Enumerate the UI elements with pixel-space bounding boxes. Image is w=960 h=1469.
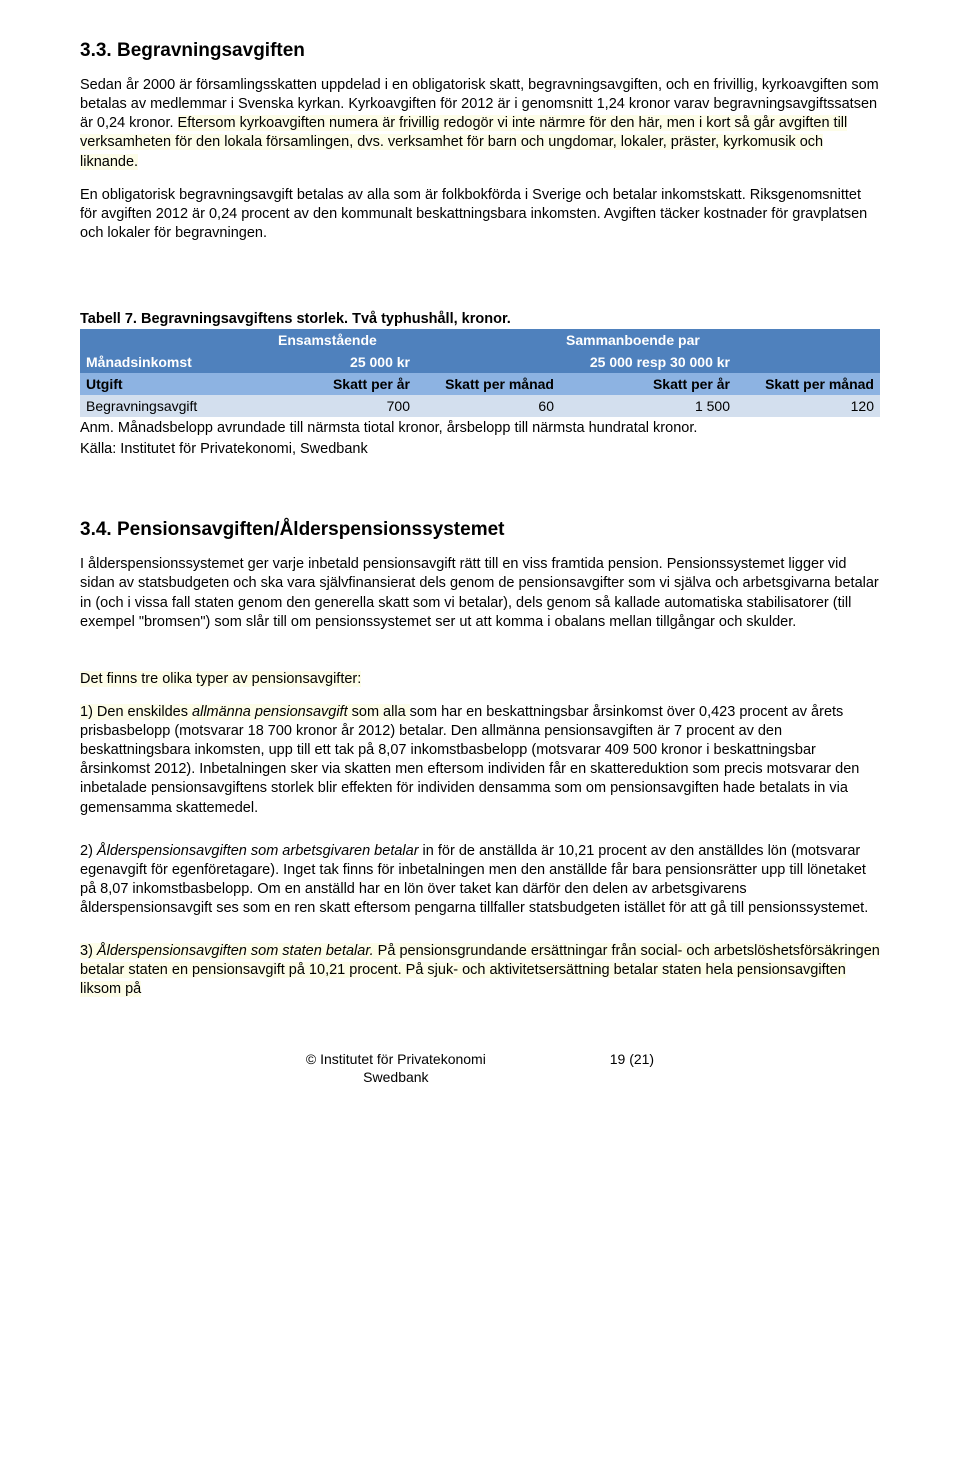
- footer-page-number: 19 (21): [610, 1050, 654, 1068]
- td-skatt-man1: Skatt per månad: [416, 373, 560, 395]
- document-page: 3.3. Begravningsavgiften Sedan år 2000 ä…: [0, 0, 960, 1136]
- td-income-blank2: [736, 351, 880, 373]
- th-sammanboende: Sammanboende par: [560, 329, 736, 351]
- item2-pre: 2): [80, 843, 97, 859]
- page-footer: © Institutet för Privatekonomi Swedbank …: [80, 1050, 880, 1086]
- table7: Ensamstående Sammanboende par Månadsinko…: [80, 329, 880, 417]
- item3-italic: Ålderspensionsavgiften som staten betala…: [97, 943, 374, 959]
- th-ensam: Ensamstående: [272, 329, 416, 351]
- td-income-label: Månadsinkomst: [80, 351, 272, 373]
- item1-post: som har en beskattningsbar årsinkomst öv…: [80, 704, 859, 816]
- td-income-v1: 25 000 kr: [272, 351, 416, 373]
- list-item-3: 3) Ålderspensionsavgiften som staten bet…: [80, 942, 880, 999]
- list-item-2: 2) Ålderspensionsavgiften som arbetsgiva…: [80, 842, 880, 919]
- list-intro: Det finns tre olika typer av pensionsavg…: [80, 671, 361, 687]
- table7-note1: Anm. Månadsbelopp avrundade till närmsta…: [80, 419, 880, 438]
- td-skatt-ar2: Skatt per år: [560, 373, 736, 395]
- td-utgift: Utgift: [80, 373, 272, 395]
- section-34-title: 3.4. Pensionsavgiften/Ålderspensionssyst…: [80, 519, 880, 541]
- table-subheader-row: Utgift Skatt per år Skatt per månad Skat…: [80, 373, 880, 395]
- td-data-v3: 1 500: [560, 395, 736, 417]
- section-33-para2: En obligatorisk begravningsavgift betala…: [80, 186, 880, 243]
- td-data-v1: 700: [272, 395, 416, 417]
- footer-line1: © Institutet för Privatekonomi: [306, 1051, 486, 1067]
- item2-italic: Ålderspensionsavgiften som arbetsgivaren…: [97, 843, 419, 859]
- item1-italic: allmänna pensionsavgift: [192, 704, 348, 720]
- td-income-v2: 25 000 resp 30 000 kr: [560, 351, 736, 373]
- item3-pre: 3): [80, 943, 97, 959]
- td-skatt-man2: Skatt per månad: [736, 373, 880, 395]
- td-skatt-ar1: Skatt per år: [272, 373, 416, 395]
- td-data-v4: 120: [736, 395, 880, 417]
- td-income-blank: [416, 351, 560, 373]
- list-item-1: 1) Den enskildes allmänna pensionsavgift…: [80, 703, 880, 818]
- para1-highlight: Eftersom kyrkoavgiften numera är frivill…: [80, 115, 847, 169]
- section-34-para1: I ålderspensionssystemet ger varje inbet…: [80, 555, 880, 632]
- item1-pre: 1) Den enskildes: [80, 704, 192, 720]
- table-header-row: Ensamstående Sammanboende par: [80, 329, 880, 351]
- th-blank3: [736, 329, 880, 351]
- table7-caption: Tabell 7. Begravningsavgiftens storlek. …: [80, 311, 880, 327]
- th-blank1: [80, 329, 272, 351]
- table-data-row: Begravningsavgift 700 60 1 500 120: [80, 395, 880, 417]
- td-data-v2: 60: [416, 395, 560, 417]
- section-33-title: 3.3. Begravningsavgiften: [80, 40, 880, 62]
- th-blank2: [416, 329, 560, 351]
- footer-left: © Institutet för Privatekonomi Swedbank: [306, 1050, 486, 1086]
- td-data-label: Begravningsavgift: [80, 395, 272, 417]
- table-income-row: Månadsinkomst 25 000 kr 25 000 resp 30 0…: [80, 351, 880, 373]
- table7-note2: Källa: Institutet för Privatekonomi, Swe…: [80, 440, 880, 459]
- item1-mid: som alla: [348, 704, 410, 720]
- section-33-para1: Sedan år 2000 är församlingsskatten uppd…: [80, 76, 880, 172]
- footer-line2: Swedbank: [363, 1069, 428, 1085]
